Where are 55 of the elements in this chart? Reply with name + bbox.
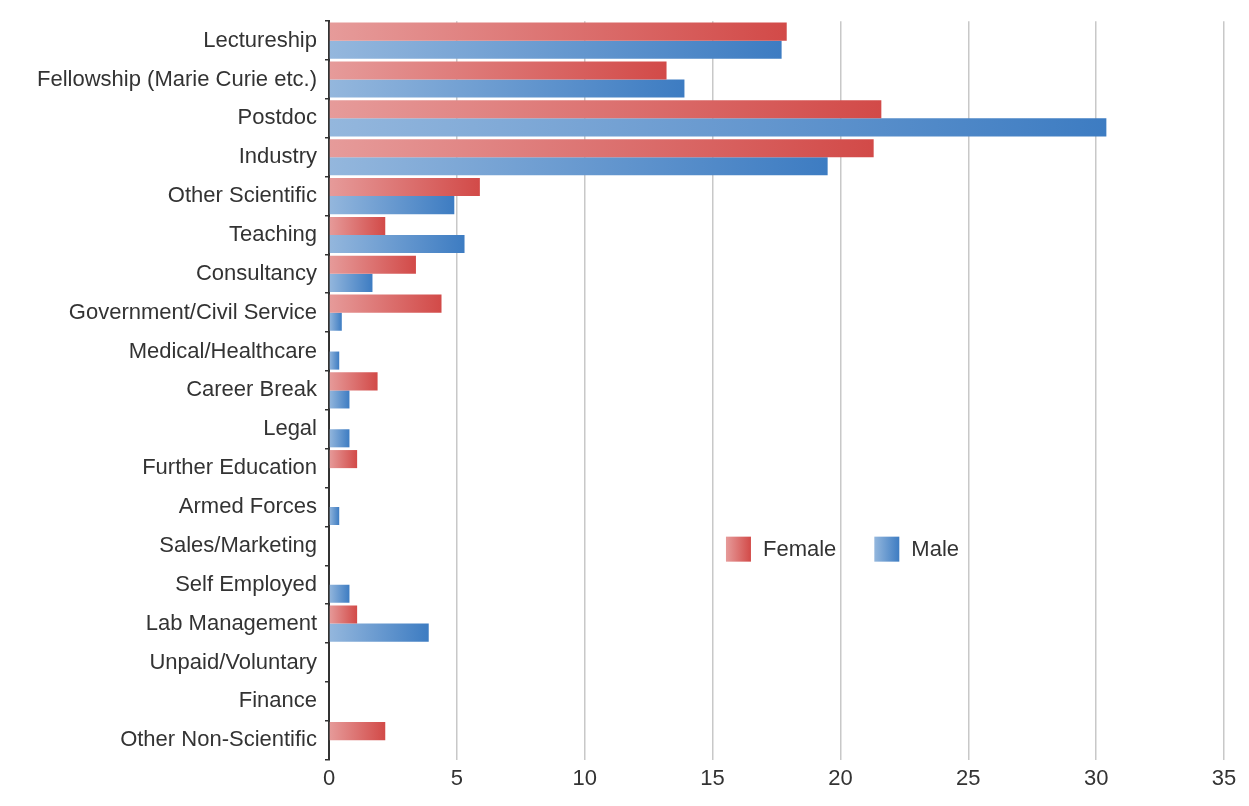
bar (329, 390, 350, 409)
bar (329, 255, 416, 274)
bar (329, 722, 386, 741)
y-tick-label: Lab Management (145, 609, 317, 635)
bar (329, 623, 429, 642)
bar (329, 312, 342, 331)
x-tick-label: 20 (828, 764, 853, 790)
bar (329, 100, 882, 119)
bar (329, 118, 1107, 137)
y-tick-label: Medical/Healthcare (128, 337, 317, 363)
y-tick-label: Lectureship (203, 26, 317, 52)
bar (329, 22, 787, 41)
bar (329, 351, 340, 370)
bar (329, 294, 442, 313)
bar (329, 273, 373, 292)
y-tick-label: Postdoc (237, 104, 317, 130)
legend-label: Male (911, 536, 959, 562)
y-tick-label: Sales/Marketing (159, 531, 317, 557)
y-tick-label: Career Break (186, 376, 318, 402)
y-tick-label: Government/Civil Service (68, 298, 317, 324)
y-tick-label: Consultancy (195, 259, 317, 285)
bar (329, 178, 480, 197)
x-tick-label: 5 (450, 764, 463, 790)
y-tick-label: Other Scientific (167, 182, 317, 208)
y-tick-label: Finance (238, 687, 317, 713)
y-tick-label: Unpaid/Voluntary (149, 648, 317, 674)
bar (329, 40, 782, 59)
bar (329, 605, 358, 624)
bar (329, 79, 685, 98)
y-tick-label: Self Employed (175, 570, 317, 596)
bar (329, 157, 828, 176)
bar (329, 234, 465, 254)
bar (329, 139, 874, 158)
bar (329, 196, 455, 215)
bar (329, 372, 378, 391)
y-tick-label: Further Education (142, 454, 317, 480)
legend-label: Female (762, 536, 837, 562)
bar (329, 450, 358, 469)
bar (329, 216, 386, 235)
bar (329, 506, 340, 526)
y-tick-label: Other Non-Scientific (120, 726, 317, 752)
x-tick-label: 0 (322, 764, 336, 790)
bar (329, 429, 350, 448)
y-tick-label: Fellowship (Marie Curie etc.) (37, 65, 317, 91)
bar (329, 584, 350, 603)
bar (329, 61, 667, 80)
y-tick-label: Armed Forces (178, 493, 317, 519)
x-tick-label: 10 (572, 764, 597, 790)
x-tick-label: 30 (1083, 764, 1109, 790)
x-tick-label: 25 (956, 764, 981, 790)
y-tick-label: Industry (238, 143, 317, 169)
x-tick-label: 15 (700, 764, 725, 790)
x-tick-label: 35 (1211, 764, 1237, 790)
y-tick-label: Legal (263, 415, 317, 441)
y-tick-label: Teaching (228, 221, 317, 247)
